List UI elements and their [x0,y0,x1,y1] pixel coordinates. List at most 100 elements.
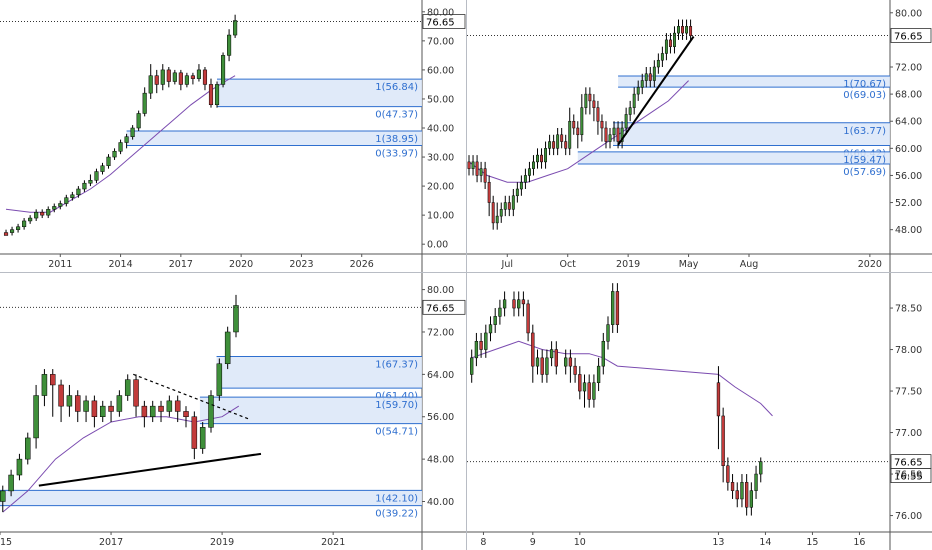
candle-up [58,203,63,207]
candle-up [536,154,539,163]
chart-pane-intraday[interactable]: 76.65 16:55 76.00 76.50 77.00 77.50 78.00 78.50… [467,273,932,550]
x-tick-label: 14 [759,537,771,548]
candle-up [474,341,479,359]
y-tick-label: 52.00 [895,198,922,209]
fib-label-top: 1(70.67) [843,79,886,90]
x-tick-label: 2019 [616,259,640,270]
candle-up [611,291,615,325]
y-tick-label: 78.50 [895,304,922,315]
candle-down [479,341,483,350]
candle-up [22,220,27,228]
candle-up [499,209,503,217]
candle-down [183,411,189,417]
candle-up [33,395,39,439]
pane-divider-vertical[interactable] [466,0,467,550]
fib-zone [613,122,890,146]
candle-up [124,379,131,396]
candle-up [184,75,189,85]
moving-average-line [2,405,240,513]
candle-up [149,405,156,417]
candle-up [532,161,535,169]
current-price-label: 76.65 [426,303,455,314]
candle-down [491,202,495,224]
countdown-label: 16:55 [894,472,923,483]
fib-zone [618,76,890,88]
fib-zone [217,79,422,107]
chart-pane-weekly-long[interactable]: 1(56.84) 0(47.37) 1(38.95) 0(33.97) 76.65 0.0… [0,0,466,272]
candle-up [470,357,474,375]
candle-down [133,379,139,407]
candle-down [3,232,9,236]
candle-up [632,93,636,108]
candle-up [136,113,141,129]
candle-up [640,80,644,88]
candle-up [519,181,523,190]
candle-down [74,395,81,412]
candle-down [689,26,693,37]
x-tick-label: 9 [530,537,536,548]
x-tick-label: 2019 [210,537,234,548]
candle-down [615,291,620,325]
pane-divider-horizontal[interactable] [0,272,932,273]
fib-zone [216,356,422,389]
candle-up [644,73,648,81]
candle-down [552,141,556,149]
x-tick-label: 2017 [169,259,193,270]
candle-down [158,405,164,412]
y-tick-label: 72.00 [895,63,922,74]
candle-up [523,175,527,183]
candle-up [548,141,552,149]
candle-down [40,211,45,216]
candle-up [9,229,15,233]
y-tick-label: 77.50 [895,387,922,398]
x-tick-label: Oct [559,259,576,270]
candle-up [199,427,206,449]
candle-up [582,382,587,392]
candle-up [216,363,223,396]
fib-label-bottom: 0(69.03) [843,90,886,101]
candle-up [515,188,519,197]
x-tick-label: 2026 [350,259,374,270]
candle-up [527,168,531,176]
candle-down [668,39,672,47]
candle-up [76,188,81,196]
candle-down [573,365,577,375]
candle-down [141,405,148,417]
candle-up [620,127,624,142]
candle-up [498,307,502,317]
x-tick-label: 2011 [48,259,72,270]
candle-down [648,73,652,81]
y-tick-label: 10.00 [427,211,454,222]
trend-line [38,452,262,487]
chart-pane-daily-2019[interactable]: 1(70.67)0(69.03)1(63.77)0(60.42)1(59.47)… [467,0,932,272]
chart-svg: 1(70.67)0(69.03)1(63.77)0(60.42)1(59.47)… [467,0,932,272]
candle-up [754,473,758,491]
candle-down [596,107,600,122]
candle-up [116,395,123,412]
candle-down [568,357,573,367]
y-tick-label: 70.00 [427,36,454,47]
candle-down [191,416,198,449]
candle-up [677,26,680,34]
candle-up [66,395,73,407]
current-price-badge [422,14,466,29]
current-price-badge [890,28,932,43]
candle-up [70,194,75,198]
candle-down [726,465,730,483]
candle-up [83,400,89,412]
candle-up [580,107,584,136]
candle-down [190,75,195,79]
fib-label-top: 1(59.70) [375,400,418,411]
candle-up [484,332,488,350]
candle-down [507,202,511,210]
candle-up [592,382,596,400]
candle-up [130,127,135,137]
candle-up [749,490,754,508]
candle-up [624,114,628,129]
candle-up [544,148,548,163]
candle-up [606,324,610,342]
candle-down [540,357,544,375]
y-tick-label: 50.00 [427,94,454,105]
chart-pane-weekly-mid[interactable]: 1(67.37) 0(61.40) 1(59.70) 0(54.71) 1(42.10)… [0,273,466,550]
fib-label-top: 1(38.95) [375,134,418,145]
